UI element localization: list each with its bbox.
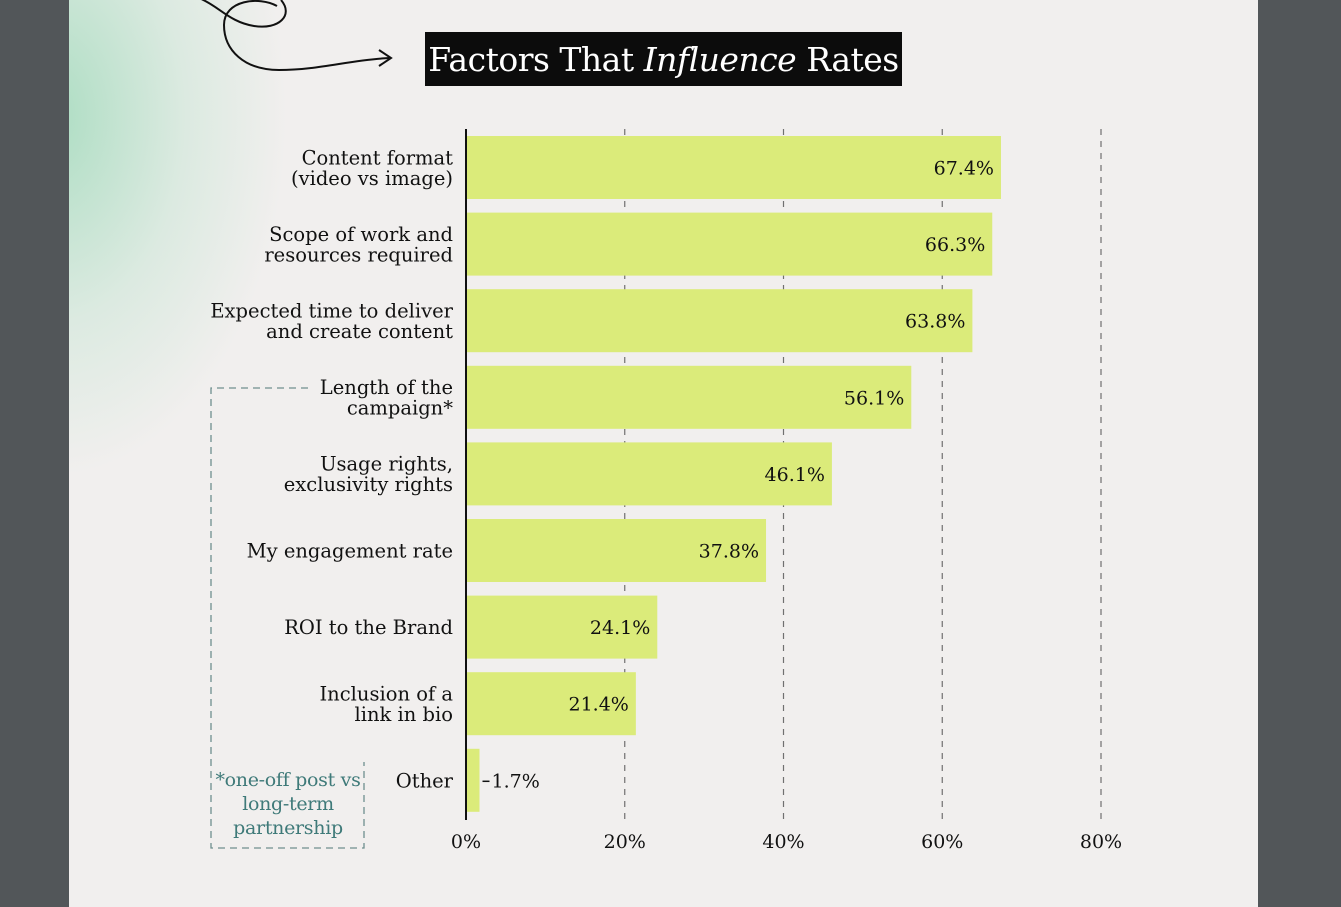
category-label: Inclusion of a link in bio xyxy=(319,682,453,726)
category-label: My engagement rate xyxy=(247,540,453,563)
value-label: 21.4% xyxy=(569,694,629,716)
category-label: Scope of work and resources required xyxy=(264,223,453,267)
category-label: Expected time to deliver and create conte… xyxy=(210,299,453,343)
category-label-line: exclusivity rights xyxy=(284,473,453,496)
category-label-line: link in bio xyxy=(355,703,454,726)
bar xyxy=(466,136,1001,199)
category-label-line: Inclusion of a xyxy=(319,682,453,705)
title-suffix: Rates xyxy=(796,39,899,79)
category-label-line: Expected time to deliver xyxy=(210,299,453,322)
bar-chart: 0% 20% 40% 60% 80% 67.4% Content format (video … xyxy=(210,129,1122,853)
labels: 0% 20% 40% 60% 80% 67.4% Content format (video … xyxy=(210,146,1122,853)
value-label: 37.8% xyxy=(699,541,759,563)
category-label-line: Length of the xyxy=(320,376,453,399)
category-label-line: Scope of work and xyxy=(269,223,453,246)
x-tick-label: 0% xyxy=(451,831,481,853)
bar xyxy=(466,442,832,506)
category-label-line: Other xyxy=(396,769,454,792)
category-label-line: campaign* xyxy=(347,397,453,420)
x-tick-label: 80% xyxy=(1080,831,1122,853)
footnote-bracket xyxy=(210,387,365,849)
category-label-line: (video vs image) xyxy=(291,167,453,190)
title-emphasis: Influence xyxy=(643,39,797,79)
background-glow xyxy=(69,0,289,480)
value-label: 56.1% xyxy=(844,387,904,409)
category-label: Length of the campaign* xyxy=(320,376,453,420)
category-label: ROI to the Brand xyxy=(284,616,453,639)
bar xyxy=(466,212,993,276)
bar xyxy=(466,365,912,429)
x-tick-label: 20% xyxy=(604,831,646,853)
category-label: Content format (video vs image) xyxy=(291,146,453,190)
footnote-text: *one-off post vs long-term partnership xyxy=(214,768,362,840)
value-label: 46.1% xyxy=(765,464,825,486)
arrow-swirl-icon xyxy=(200,0,393,72)
category-label-line: My engagement rate xyxy=(247,540,453,563)
bar xyxy=(466,595,658,659)
bar xyxy=(466,748,480,812)
category-label-line: Content format xyxy=(302,146,454,169)
x-tick-label: 60% xyxy=(921,831,963,853)
title-prefix: Factors That xyxy=(428,39,644,79)
category-label-line: ROI to the Brand xyxy=(284,616,453,639)
category-label-line: resources required xyxy=(264,243,453,266)
bar xyxy=(466,519,767,582)
value-label: 24.1% xyxy=(590,617,650,639)
value-label: 63.8% xyxy=(905,311,965,333)
value-label: 67.4% xyxy=(934,158,994,180)
bar xyxy=(466,289,973,353)
bars xyxy=(466,136,1001,812)
x-tick-label: 40% xyxy=(762,831,804,853)
bar xyxy=(466,672,636,736)
infographic-page: Factors That Influence Rates *one-off po… xyxy=(69,0,1258,907)
value-label: 66.3% xyxy=(925,234,985,256)
category-label-line: Usage rights, xyxy=(320,453,453,476)
value-label: 1.7% xyxy=(491,770,539,792)
category-label-line: and create content xyxy=(266,320,453,343)
chart-title: Factors That Influence Rates xyxy=(425,32,902,86)
category-label: Usage rights, exclusivity rights xyxy=(284,453,453,497)
category-label: Other xyxy=(396,769,454,792)
